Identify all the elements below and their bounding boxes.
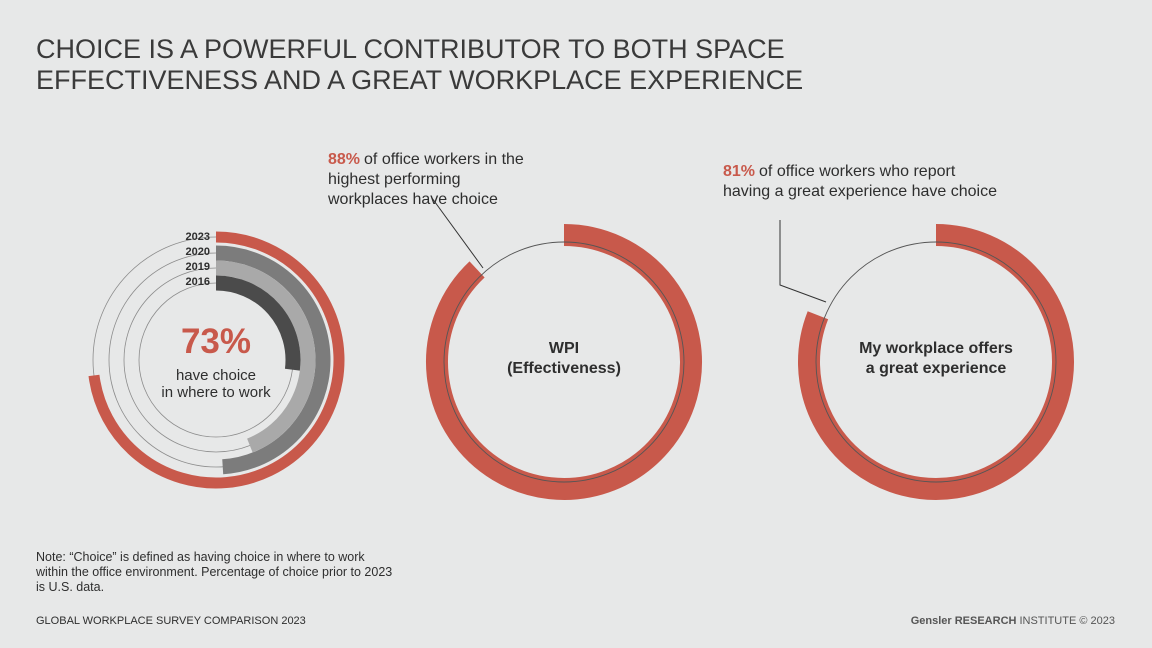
donut-arc: [426, 224, 702, 500]
year-label: 2023: [186, 231, 210, 243]
note-line: Note: “Choice” is defined as having choi…: [36, 550, 365, 564]
caption: in where to work: [161, 384, 271, 401]
caption: have choice: [176, 367, 256, 384]
title-line: EFFECTIVENESS AND A GREAT WORKPLACE EXPE…: [36, 65, 803, 95]
year-label: 2016: [186, 276, 210, 288]
ring-arc: [215, 275, 301, 371]
annotation-line: having a great experience have choice: [723, 183, 997, 200]
caption: (Effectiveness): [507, 360, 621, 377]
annotation: 88% of office workers in the: [328, 151, 524, 168]
inner-ring: [443, 241, 685, 483]
ring-arc: [88, 231, 345, 489]
leader-line: [779, 220, 827, 303]
year-label: 2020: [186, 246, 210, 258]
caption: My workplace offers: [859, 340, 1013, 357]
ring-arc: [215, 245, 331, 475]
caption: WPI: [549, 340, 579, 357]
annotation: 81% of office workers who report: [723, 163, 956, 180]
ring-arc: [215, 260, 316, 453]
inner-ring: [815, 241, 1057, 483]
title-line: CHOICE IS A POWERFUL CONTRIBUTOR TO BOTH…: [36, 34, 785, 64]
value-label: 81%: [723, 163, 755, 180]
value-label: 88%: [328, 151, 360, 168]
year-label: 2019: [186, 261, 210, 273]
footer-brand: Gensler RESEARCH: [911, 615, 1017, 627]
footer-right: Gensler RESEARCH INSTITUTE © 2023: [911, 615, 1115, 627]
note-line: is U.S. data.: [36, 580, 104, 594]
annotation-line: highest performing: [328, 171, 461, 188]
footer-left: GLOBAL WORKPLACE SURVEY COMPARISON 2023: [36, 615, 306, 627]
donut-chart: [798, 224, 1074, 500]
annotation-line: of office workers in the: [364, 151, 524, 168]
leader-line: [431, 197, 484, 269]
caption: a great experience: [866, 360, 1007, 377]
radial-chart: 2023 2020 2019 2016: [88, 231, 345, 489]
donut-arc: [798, 224, 1074, 500]
annotation-line: workplaces have choice: [327, 191, 498, 208]
annotation-line: of office workers who report: [759, 163, 956, 180]
donut-chart: [426, 224, 702, 500]
footer-brand: INSTITUTE © 2023: [1019, 615, 1115, 627]
value-label: 73%: [181, 322, 251, 361]
note-line: within the office environment. Percentag…: [35, 565, 392, 579]
